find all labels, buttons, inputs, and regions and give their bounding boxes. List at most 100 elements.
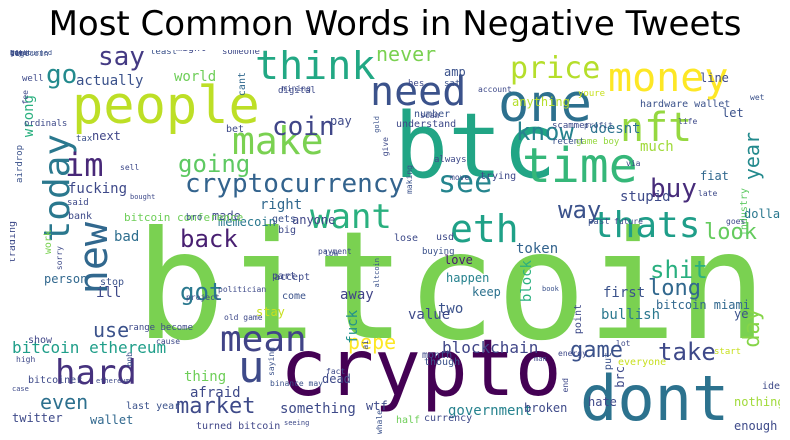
word-account: account	[478, 85, 512, 94]
word-thats: thats	[592, 205, 701, 246]
word-bad: bad	[114, 229, 140, 245]
word-sell: sell	[120, 163, 140, 172]
word-idea: idea	[762, 381, 780, 392]
chart-title: Most Common Words in Negative Tweets	[48, 4, 742, 44]
word-sat: sat	[444, 79, 461, 89]
word-stay: stay	[256, 305, 285, 319]
word-never: never	[376, 50, 437, 66]
word-see: see	[438, 165, 493, 200]
word-everyone: everyone	[618, 357, 667, 368]
word-payment: payment	[318, 247, 352, 256]
word-afraid: afraid	[190, 385, 241, 401]
word-cryptocurrency: cryptocurrency	[185, 169, 405, 199]
word-money: money	[608, 55, 729, 101]
word-fiat: fiat	[700, 169, 729, 183]
word-pay: pay	[330, 114, 352, 128]
word-put: put	[603, 352, 614, 371]
word-buying: buying	[422, 247, 455, 257]
word-stupid: stupid	[620, 189, 671, 205]
word-memecoin: memecoin	[218, 215, 276, 229]
word-going: going	[178, 150, 251, 178]
word-let: let	[722, 106, 744, 120]
word-cant: cant	[237, 72, 248, 97]
word-block: block	[519, 260, 535, 303]
word-bought: bought	[130, 193, 156, 201]
word-dead: dead	[322, 372, 351, 386]
word-gets: gets	[272, 214, 297, 225]
word-anything: anything	[512, 95, 570, 109]
word-pepe: pepe	[348, 330, 397, 354]
word-bitcoin-miami: bitcoin miami	[656, 298, 750, 312]
word-saying: saying	[267, 347, 276, 376]
word-stop: stop	[100, 277, 125, 288]
word-list: list	[10, 50, 30, 58]
word-back: back	[180, 225, 238, 253]
word-binance-may: binance may	[270, 379, 323, 388]
word-point: point	[573, 304, 584, 335]
word-twitter: twitter	[12, 411, 63, 425]
word-btc: btc	[394, 94, 557, 199]
word-happen: happen	[446, 271, 490, 285]
word-scam: scam	[420, 111, 440, 120]
word-hes: hes	[408, 79, 425, 89]
word-always: always	[434, 155, 467, 165]
word-cloud: bitcoin btc crypto dont people one time money ne…	[10, 50, 780, 434]
word-line: line	[700, 71, 729, 85]
word-number: number	[414, 109, 451, 120]
word-eth: eth	[450, 207, 519, 251]
word-turned-bitcoin: turned bitcoin	[196, 421, 281, 432]
word-one: one	[498, 74, 592, 134]
word-man: man	[534, 355, 547, 363]
word-government: government	[448, 403, 533, 419]
word-coin: coin	[272, 112, 335, 142]
word-two: two	[438, 301, 464, 317]
word-value: value	[408, 307, 451, 323]
word-buy: buy	[650, 174, 697, 204]
word-least: least	[150, 50, 178, 57]
word-case: case	[12, 385, 29, 393]
word-know: know	[516, 118, 574, 146]
word-market: market	[176, 394, 256, 419]
word-gold: gold	[373, 116, 381, 133]
word-lot: lot	[616, 339, 631, 348]
word-crypto: crypto	[280, 324, 562, 414]
word-ive: ive	[10, 50, 23, 57]
word-seeing: seeing	[284, 419, 310, 427]
word-anyone: anyone	[292, 213, 336, 227]
word-dont: dont	[580, 362, 730, 434]
word-person: person	[44, 272, 88, 286]
word-first: first	[603, 285, 646, 301]
word-u: u	[238, 342, 265, 393]
word-away: away	[340, 287, 374, 303]
word-cause: cause	[156, 337, 181, 346]
word-youre: youre	[578, 89, 606, 99]
word-way: way	[558, 196, 602, 224]
word-hate: hate	[588, 395, 617, 409]
word-bitcoin-conference: bitcoin conference	[124, 211, 244, 224]
word-fuck: fuck	[345, 310, 361, 344]
word-wtf: wtf	[366, 399, 388, 413]
word-people: people	[72, 76, 260, 136]
word-something: something	[280, 401, 356, 417]
word-got: got	[180, 278, 224, 306]
word-say: say	[98, 50, 145, 72]
word-nft: nft	[620, 105, 693, 151]
word-nothing: nothing	[734, 395, 780, 409]
word-ye: ye	[734, 307, 749, 321]
word-start: start	[714, 347, 742, 357]
word-airdrop: airdrop	[15, 145, 25, 183]
word-ordinals: ordinals	[24, 119, 68, 129]
word-love: love	[444, 253, 473, 267]
word-bullish: bullish	[601, 307, 661, 323]
word-part: part	[272, 271, 297, 282]
word-currency: currency	[424, 413, 473, 424]
word-shit: shit	[650, 256, 708, 284]
word-though: though	[424, 357, 461, 368]
word-year: year	[740, 132, 764, 181]
word-enough: enough	[734, 419, 778, 433]
word-half: half	[396, 415, 421, 426]
word-profit: profit	[584, 121, 613, 130]
word-might: might	[176, 50, 206, 54]
word-brc: brc	[613, 366, 627, 388]
word-time: time	[522, 138, 638, 194]
